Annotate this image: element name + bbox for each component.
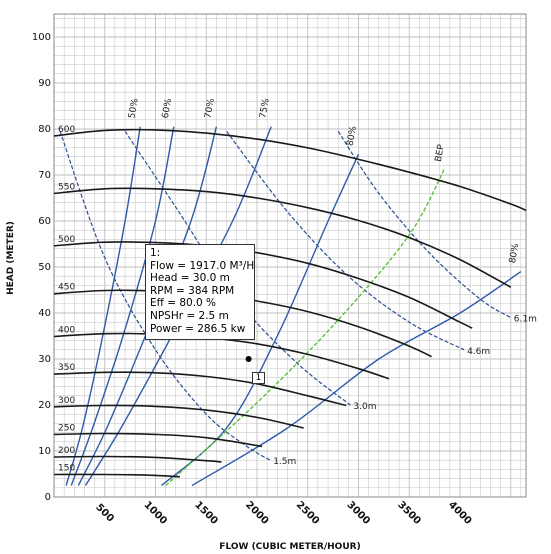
head-curve [53,128,527,212]
efficiency-curve-label: 60% [161,97,174,119]
efficiency-curve-label: 80% [346,125,359,147]
x-tick-label: 3000 [345,499,372,526]
y-axis-title: HEAD (METER) [6,221,16,295]
x-tick-label: 2500 [294,499,321,526]
head-curve [53,432,263,448]
efficiency-curve [70,126,175,486]
x-tick-label: 1000 [142,499,169,526]
npsh-curve-label: 4.6m [467,347,490,357]
head-curve-label: 250 [58,423,75,433]
y-tick-label: 30 [38,354,51,365]
x-axis-title: FLOW (CUBIC METER/HOUR) [219,542,360,552]
x-tick-label: 4000 [446,499,473,526]
x-tick-label: 3500 [395,499,422,526]
head-curve-label: 350 [58,363,75,373]
y-tick-label: 50 [38,262,51,273]
y-tick-label: 90 [38,78,51,89]
y-tick-label: 20 [38,400,51,411]
y-tick-label: 60 [38,216,51,227]
head-curve [53,455,222,463]
head-curve-label: 150 [58,463,75,473]
callout-line: Head = 30.0 m [150,272,230,285]
efficiency-curve [65,126,141,486]
operating-point-label: 1 [255,373,262,383]
head-curve [53,289,432,358]
head-curve-label: 550 [58,182,75,192]
head-curve [53,187,512,288]
npsh-curve [226,130,465,351]
operating-point-callout: 1: Flow = 1917.0 M³/Hr Head = 30.0 m RPM = … [145,244,255,340]
y-tick-label: 10 [38,446,51,457]
callout-line: NPSHr = 2.5 m [150,309,229,322]
x-tick-label: 1500 [192,499,219,526]
npsh-curve-label: 1.5m [273,457,296,467]
efficiency-curve-label: 75% [258,97,271,119]
efficiency-curve-label: 50% [127,97,140,119]
npsh-curve [59,131,271,461]
y-tick-label: 40 [38,308,51,319]
y-tick-label: 70 [38,170,51,181]
head-curve-label: 500 [58,235,75,245]
head-curve-label: 600 [58,125,75,135]
bep-curve-label: BEP [434,143,447,162]
chart-curves: 1.5m 3.0m 4.6m 6.1m 50% 60% 70% 75% 80% 80% BEP 600… [53,97,537,487]
plot-frame [53,13,527,498]
head-curve [53,404,304,429]
x-tick-label: 500 [93,502,116,525]
operating-point-marker: 1 [252,372,265,384]
efficiency-curve-label: 70% [204,97,217,119]
y-tick-label: 80 [38,124,51,135]
head-curve [53,332,390,380]
npsh-curve-label: 6.1m [514,315,537,325]
y-tick-label: 100 [32,32,51,43]
efficiency-curve-label: 80% [508,242,521,264]
efficiency-curve [191,271,522,487]
callout-line: Eff = 80.0 % [150,297,217,310]
y-tick-label: 0 [45,492,51,503]
bep-curve [165,167,446,487]
head-curve-label: 300 [58,396,75,406]
npsh-curve [337,130,512,319]
callout-line: 1: [150,247,161,259]
head-curve [53,241,473,329]
head-curve [53,473,180,478]
callout-line: Power = 286.5 kw [150,322,246,335]
head-curve-label: 400 [58,325,75,335]
callout-line: Flow = 1917.0 M³/Hr [150,259,255,272]
x-tick-label: 2000 [243,499,270,526]
operating-point-dot [245,356,252,362]
npsh-curve-label: 3.0m [353,402,376,412]
head-curve-label: 200 [58,446,75,456]
callout-line: RPM = 384 RPM [150,284,235,297]
head-curve-label: 450 [58,283,75,293]
head-curve [53,371,347,407]
